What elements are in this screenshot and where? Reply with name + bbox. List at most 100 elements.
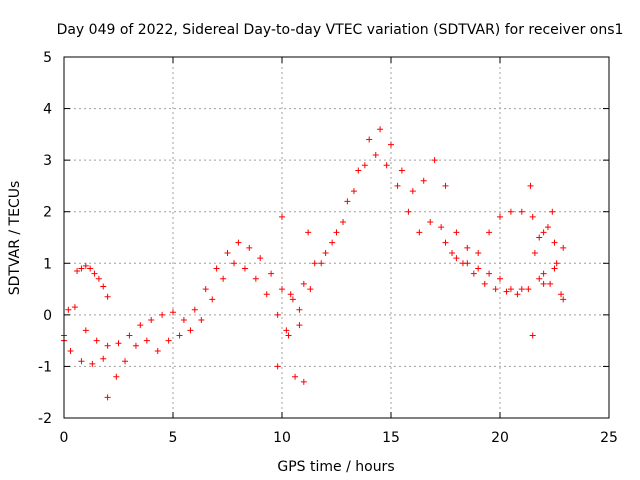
data-point [176, 332, 183, 339]
data-point [420, 177, 427, 184]
data-point [67, 347, 74, 354]
data-point [497, 275, 503, 282]
data-point [100, 355, 107, 362]
data-point [104, 342, 111, 349]
data-point [560, 244, 567, 251]
data-point [274, 363, 281, 370]
data-point [289, 296, 296, 303]
data-point [165, 337, 172, 344]
data-point [305, 229, 312, 236]
data-point [475, 249, 482, 256]
data-point [148, 317, 155, 324]
data-point [518, 286, 525, 293]
data-point [361, 162, 368, 169]
data-point [241, 265, 248, 272]
data-point [187, 327, 194, 334]
data-point [296, 322, 303, 329]
data-point [398, 167, 405, 174]
data-point [115, 340, 122, 347]
data-point [449, 249, 456, 256]
data-point [540, 280, 547, 287]
data-point [405, 208, 412, 215]
data-point [74, 268, 81, 275]
series-trace-f [527, 182, 560, 277]
data-points [61, 126, 567, 401]
data-point [246, 244, 253, 251]
x-tick-label: 5 [169, 430, 178, 446]
x-tick-label: 0 [60, 430, 69, 446]
data-point [560, 296, 567, 303]
data-point [91, 270, 98, 277]
data-point [274, 311, 281, 318]
data-point [540, 270, 547, 277]
data-point [279, 286, 285, 293]
data-point [104, 293, 111, 300]
series-trace-b [61, 151, 565, 401]
series-trace-c [74, 262, 111, 300]
data-point [507, 208, 514, 215]
data-point [100, 283, 107, 290]
data-point [553, 260, 560, 267]
data-point [87, 265, 94, 272]
data-point [191, 306, 198, 313]
data-point [322, 249, 329, 256]
data-point [296, 306, 303, 313]
data-point [442, 239, 449, 246]
axis-ticks [63, 56, 610, 419]
data-point [122, 358, 129, 365]
data-point [213, 265, 220, 272]
data-point [318, 260, 325, 267]
data-point [279, 213, 285, 220]
data-point [525, 286, 532, 293]
x-tick-label: 20 [491, 430, 509, 446]
data-point [529, 332, 536, 339]
data-point [438, 224, 445, 231]
data-point [551, 239, 558, 246]
data-point [257, 255, 264, 262]
data-point [486, 270, 493, 277]
data-point [307, 286, 314, 293]
data-point [377, 126, 384, 133]
data-point [180, 317, 187, 324]
data-point [481, 280, 488, 287]
data-point [464, 244, 471, 251]
data-point [78, 265, 85, 272]
data-point [143, 337, 150, 344]
data-point [340, 219, 347, 226]
data-point [372, 151, 379, 158]
y-axis-label: SDTVAR / TECUs [7, 181, 23, 296]
grid-lines [64, 57, 609, 418]
data-point [263, 291, 270, 298]
data-point [497, 213, 503, 220]
data-point [416, 229, 423, 236]
data-point [202, 286, 209, 293]
data-point [383, 162, 390, 169]
y-tick-labels: -2 -1 0 1 2 3 4 5 [38, 50, 52, 427]
data-point [78, 358, 85, 365]
data-point [355, 167, 362, 174]
chart-title: Day 049 of 2022, Sidereal Day-to-day VTE… [57, 22, 624, 38]
data-point [453, 255, 460, 262]
x-tick-label: 15 [382, 430, 400, 446]
data-point [547, 280, 554, 287]
data-point [536, 275, 543, 282]
data-point [549, 208, 556, 215]
data-point [82, 327, 89, 334]
data-point [300, 280, 307, 287]
data-point [311, 260, 318, 267]
data-point [518, 208, 525, 215]
data-point [113, 373, 120, 380]
data-point [65, 306, 72, 313]
data-point [388, 141, 394, 148]
data-point [231, 260, 238, 267]
data-point [470, 270, 477, 277]
data-point [551, 265, 558, 272]
data-point [224, 249, 231, 256]
data-point [220, 275, 227, 282]
data-point [464, 260, 471, 267]
data-point [503, 288, 510, 295]
data-point [514, 291, 521, 298]
data-point [507, 286, 514, 293]
series-trace-e [442, 239, 567, 339]
data-point [71, 304, 78, 311]
